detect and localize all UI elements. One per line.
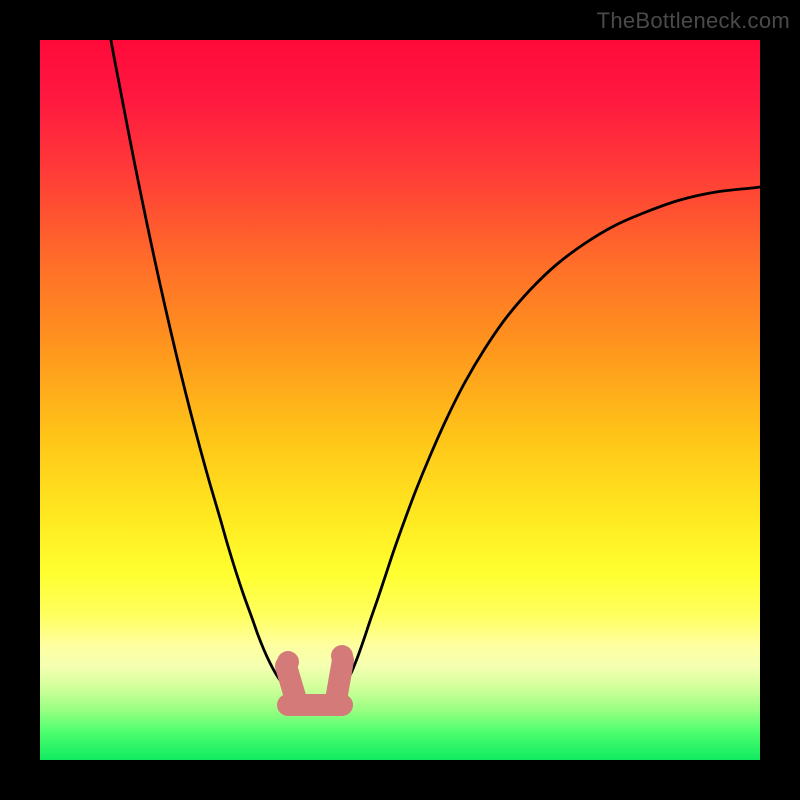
marker-overlay xyxy=(277,645,353,705)
bottleneck-curve xyxy=(40,40,760,760)
curve-line xyxy=(106,40,760,705)
watermark: TheBottleneck.com xyxy=(597,8,790,34)
plot-area xyxy=(40,40,760,760)
